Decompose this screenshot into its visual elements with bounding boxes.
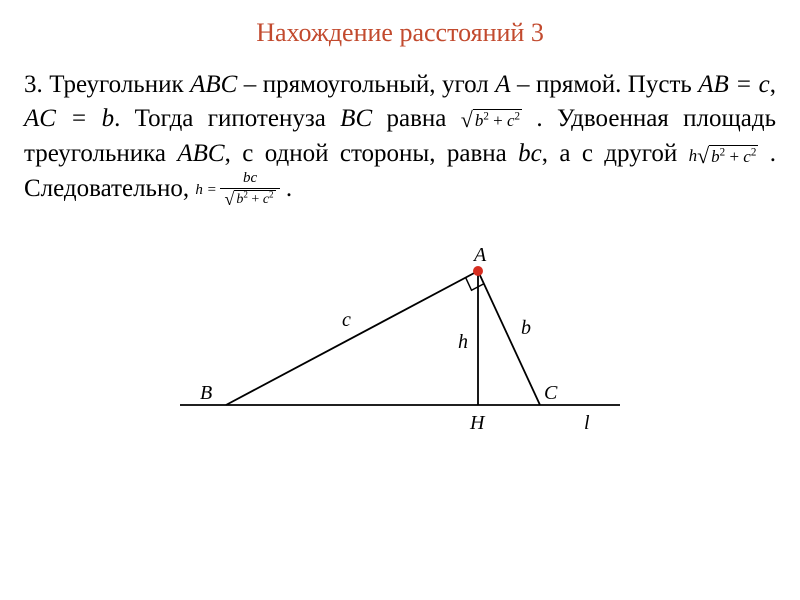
text-run: – прямой. Пусть: [511, 71, 699, 98]
var-c: c: [759, 71, 770, 98]
fraction-numerator: bc: [220, 170, 279, 188]
vertex-a: A: [495, 71, 510, 98]
eq-1: =: [729, 71, 759, 98]
var-b: b: [102, 105, 115, 132]
fraction: bc √ b2 + c2: [220, 170, 279, 207]
text-run: – прямоугольный, угол: [237, 71, 495, 98]
side-ac: AC: [24, 105, 56, 132]
comma: ,: [770, 71, 776, 98]
page-title: Нахождение расстояний 3: [24, 18, 776, 48]
label-line-l: l: [584, 412, 590, 434]
side-bc: BC: [340, 105, 372, 132]
fraction-denominator: √ b2 + c2: [220, 188, 279, 207]
radical-icon: √: [224, 192, 234, 207]
text-run: 3. Треугольник: [24, 71, 190, 98]
var-h: h: [689, 146, 698, 165]
text-run: , с одной стороны, равна: [225, 140, 519, 167]
radical-icon: √: [461, 111, 473, 129]
triangle-svg: A B C Hl c b h: [170, 245, 630, 445]
label-h-foot: H: [469, 412, 486, 434]
radical-icon: √: [697, 147, 709, 165]
apex-dot: [473, 266, 483, 276]
formula-sqrt-b2c2-1: √ b2 + c2: [461, 103, 522, 137]
triangle-diagram: A B C Hl c b h: [24, 245, 776, 445]
label-altitude-h: h: [458, 331, 468, 353]
triangle-abc-1: ABC: [190, 71, 237, 98]
label-b-vertex: B: [200, 382, 212, 404]
side-ba: [226, 271, 478, 405]
eq-2: =: [56, 105, 102, 132]
text-run: . Тогда гипотенуза: [114, 105, 340, 132]
radicand: b2 + c2: [473, 109, 522, 129]
text-run: равна: [372, 105, 461, 132]
text-run: , а с другой: [542, 140, 689, 167]
formula-h-equals-frac: h = bc √ b2 + c2: [195, 172, 279, 209]
var-bc: bc: [518, 140, 542, 167]
triangle-abc-2: ABC: [177, 140, 224, 167]
label-side-c: c: [342, 309, 351, 331]
label-c-vertex: C: [544, 382, 558, 404]
radicand: b2 + c2: [709, 145, 758, 165]
h-equals: h =: [195, 182, 220, 198]
radicand: b2 + c2: [234, 190, 275, 207]
label-side-b: b: [521, 317, 531, 339]
label-a: A: [472, 245, 487, 266]
text-run: .: [280, 175, 293, 202]
side-ab: AB: [698, 71, 729, 98]
formula-h-sqrt: h √ b2 + c2: [689, 138, 759, 172]
problem-paragraph: 3. Треугольник ABC – прямоугольный, угол…: [24, 68, 776, 209]
